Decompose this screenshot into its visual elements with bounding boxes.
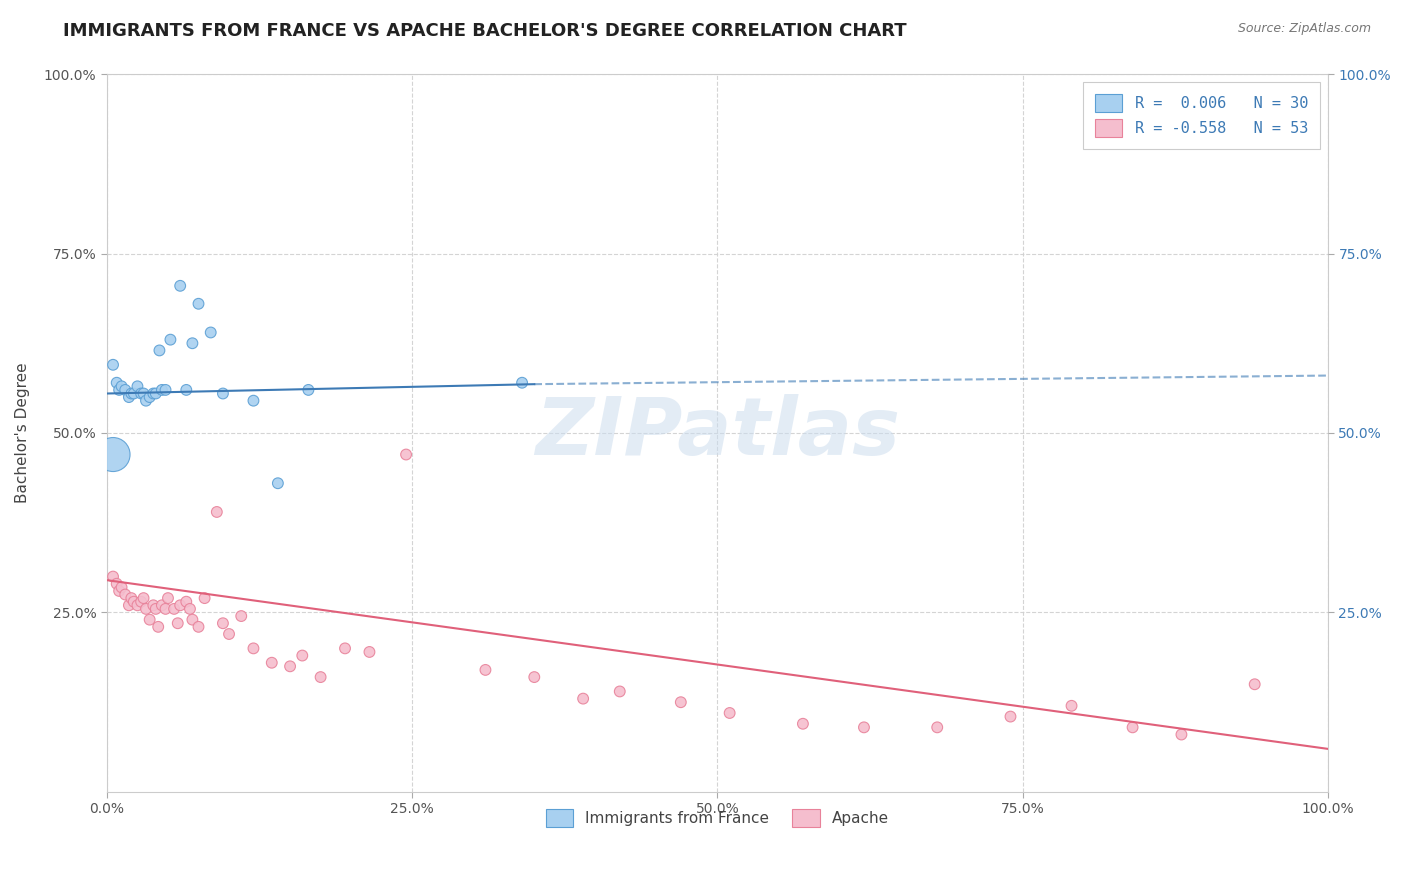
Legend: Immigrants from France, Apache: Immigrants from France, Apache (538, 802, 897, 835)
Point (187, 620, 209, 634)
Point (132, 386, 155, 401)
Point (218, 627, 240, 641)
Text: Source: ZipAtlas.com: Source: ZipAtlas.com (1237, 22, 1371, 36)
Point (122, 386, 145, 401)
Point (105, 576, 128, 591)
Point (118, 390, 141, 404)
Point (333, 641, 356, 656)
Point (150, 599, 173, 613)
Point (155, 602, 177, 616)
Point (155, 383, 177, 397)
Point (200, 326, 222, 340)
Point (242, 641, 264, 656)
Point (212, 616, 235, 631)
Point (359, 645, 381, 659)
Point (609, 684, 631, 698)
Point (122, 595, 145, 609)
Point (118, 599, 141, 613)
Point (176, 595, 198, 609)
Point (1170, 727, 1192, 741)
Point (169, 278, 191, 293)
Point (523, 670, 546, 684)
Point (120, 591, 142, 606)
Point (159, 333, 181, 347)
Point (242, 393, 264, 408)
Point (510, 376, 533, 390)
Point (150, 383, 173, 397)
Point (297, 383, 319, 397)
Point (127, 379, 149, 393)
Point (181, 336, 204, 351)
Point (127, 599, 149, 613)
Point (145, 386, 167, 401)
Point (135, 393, 157, 408)
Point (572, 691, 595, 706)
Point (260, 656, 283, 670)
Text: ZIPatlas: ZIPatlas (534, 394, 900, 472)
Point (142, 386, 165, 401)
Point (142, 599, 165, 613)
Point (474, 663, 496, 677)
Point (101, 358, 124, 372)
Point (114, 383, 136, 397)
Point (187, 297, 209, 311)
Text: IMMIGRANTS FROM FRANCE VS APACHE BACHELOR'S DEGREE CORRELATION CHART: IMMIGRANTS FROM FRANCE VS APACHE BACHELO… (63, 22, 907, 40)
Point (163, 602, 186, 616)
Point (395, 448, 418, 462)
Point (718, 706, 741, 720)
Point (101, 569, 124, 583)
Point (101, 448, 124, 462)
Point (132, 591, 155, 606)
Point (156, 591, 179, 606)
Point (205, 505, 228, 519)
Point (110, 580, 132, 594)
Point (278, 659, 301, 673)
Point (135, 602, 157, 616)
Point (145, 602, 167, 616)
Point (110, 379, 132, 393)
Point (108, 383, 131, 397)
Point (309, 670, 332, 684)
Point (669, 695, 692, 709)
Point (852, 720, 875, 734)
Point (148, 343, 170, 358)
Point (148, 620, 170, 634)
Point (166, 616, 188, 631)
Point (1122, 720, 1144, 734)
Point (792, 716, 814, 731)
Point (120, 386, 142, 401)
Point (1000, 709, 1022, 723)
Point (212, 386, 235, 401)
Point (181, 613, 204, 627)
Point (176, 383, 198, 397)
Point (129, 386, 152, 401)
Point (138, 390, 160, 404)
Point (231, 609, 253, 624)
Point (179, 602, 201, 616)
Point (1243, 677, 1265, 691)
Y-axis label: Bachelor's Degree: Bachelor's Degree (15, 363, 30, 503)
Point (194, 591, 217, 606)
Point (927, 720, 949, 734)
Point (1060, 698, 1083, 713)
Point (105, 376, 128, 390)
Point (138, 613, 160, 627)
Point (291, 648, 314, 663)
Point (114, 588, 136, 602)
Point (169, 599, 191, 613)
Point (108, 583, 131, 598)
Point (129, 595, 152, 609)
Point (267, 476, 290, 491)
